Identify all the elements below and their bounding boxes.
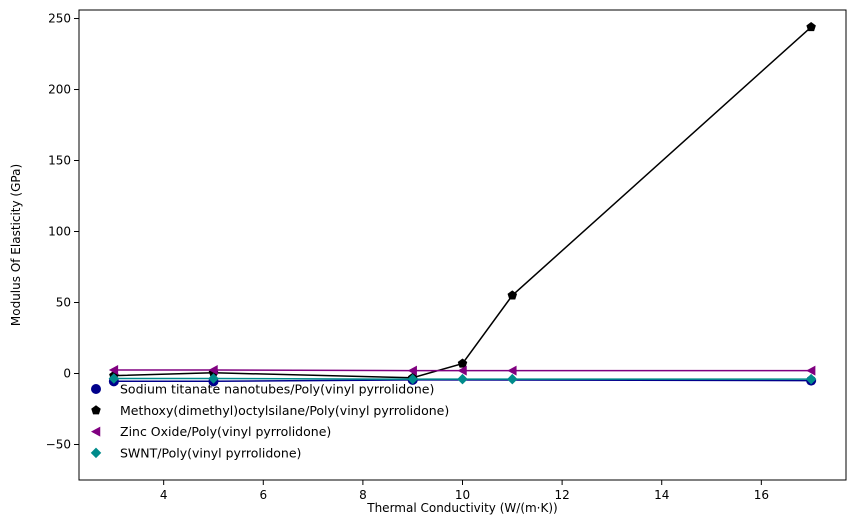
data-point: [407, 365, 417, 376]
legend-label: Sodium titanate nanotubes/Poly(vinyl pyr…: [120, 382, 434, 397]
y-tick-label: −50: [46, 438, 71, 452]
y-axis-title: Modulus Of Elasticity (GPa): [9, 164, 23, 326]
y-tick-label: 50: [56, 296, 71, 310]
legend-marker: [91, 426, 101, 437]
data-point: [507, 290, 518, 300]
data-point: [108, 373, 120, 384]
x-tick-label: 4: [160, 488, 168, 502]
legend-label: Methoxy(dimethyl)octylsilane/Poly(vinyl …: [120, 403, 449, 418]
legend-marker: [91, 384, 101, 394]
data-point: [806, 22, 816, 32]
y-tick-label: 200: [48, 83, 71, 97]
y-axis: −50 0 50 100 150 200 250: [46, 12, 79, 452]
series-layer: [108, 22, 817, 387]
x-tick-label: 14: [654, 488, 669, 502]
series-4: [108, 373, 817, 385]
series-3: [108, 364, 816, 376]
y-tick-label: 0: [63, 367, 71, 381]
data-point: [457, 358, 468, 368]
legend-label: SWNT/Poly(vinyl pyrrolidone): [120, 445, 301, 460]
legend-marker: [90, 447, 102, 459]
data-point: [507, 365, 517, 376]
data-point: [108, 364, 119, 375]
series-line: [113, 377, 812, 380]
y-tick-label: 250: [48, 12, 71, 26]
data-point: [407, 373, 418, 385]
x-tick-label: 10: [455, 488, 470, 502]
series-line: [113, 379, 812, 383]
data-point: [805, 373, 817, 385]
data-point: [457, 365, 467, 376]
data-point: [806, 365, 816, 376]
data-point: [208, 364, 218, 375]
x-tick-label: 6: [259, 488, 267, 502]
data-point: [457, 373, 468, 385]
x-axis-title: Thermal Conductivity (W/(m·K)): [366, 501, 557, 515]
y-tick-label: 100: [48, 225, 71, 239]
series-line: [113, 369, 812, 372]
x-tick-label: 8: [359, 488, 367, 502]
x-tick-label: 12: [554, 488, 569, 502]
plot-area: [79, 10, 846, 480]
y-tick-label: 150: [48, 154, 71, 168]
x-tick-label: 16: [754, 488, 769, 502]
legend-label: Zinc Oxide/Poly(vinyl pyrrolidone): [120, 424, 331, 439]
legend-marker: [91, 405, 101, 415]
legend: Sodium titanate nanotubes/Poly(vinyl pyr…: [90, 382, 449, 460]
data-point: [208, 373, 219, 384]
data-point: [507, 373, 518, 385]
x-axis: 4 6 8 10 12 14 16: [160, 480, 769, 502]
